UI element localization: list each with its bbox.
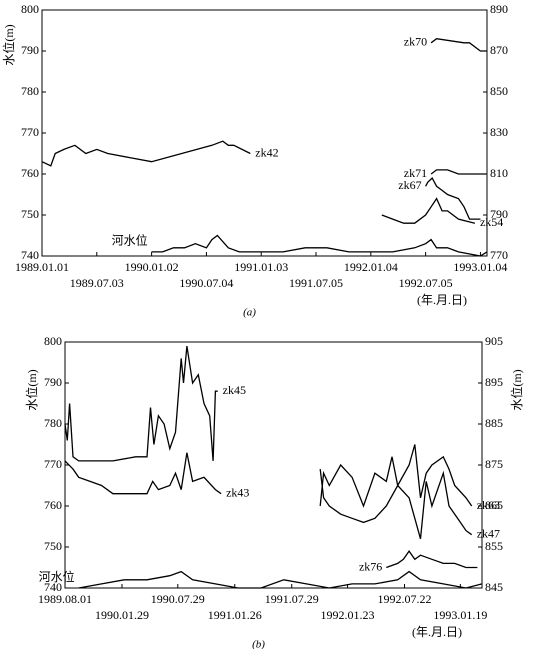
series-label: zk70 — [404, 35, 427, 49]
series-label: zk45 — [223, 383, 246, 397]
y2-tick-label: 790 — [490, 207, 508, 221]
y-tick-label: 770 — [21, 125, 39, 139]
y-tick-label: 750 — [44, 539, 62, 553]
y2-tick-label: 870 — [490, 43, 508, 57]
series-label: zk54 — [480, 215, 503, 229]
y2-tick-label: 830 — [490, 125, 508, 139]
series-label: zk47 — [477, 526, 500, 540]
series-line — [78, 570, 483, 589]
series-line — [386, 549, 478, 569]
y2-tick-label: 845 — [485, 580, 503, 594]
x-tick-label: 1990.01.29 — [95, 608, 149, 622]
y2-tick-label: 885 — [485, 416, 503, 430]
y2-tick-label: 810 — [490, 166, 508, 180]
x-tick-label: 1990.07.04 — [179, 276, 233, 290]
y-tick-label: 790 — [44, 375, 62, 389]
x-tick-label: 1992.07.05 — [399, 276, 453, 290]
series-label: zk43 — [226, 485, 249, 499]
x-tick-label: 1992.01.04 — [344, 260, 398, 274]
x-tick-label: 1993.01.19 — [433, 608, 487, 622]
series-label: 河水位 — [39, 569, 75, 584]
series-line — [430, 38, 487, 52]
y2-tick-label: 770 — [490, 248, 508, 262]
x-unit-label: (年.月.日) — [412, 625, 462, 639]
x-tick-label: 1989.07.03 — [70, 276, 124, 290]
series-line — [64, 452, 222, 495]
y-tick-label: 790 — [21, 43, 39, 57]
series-label: zk67 — [398, 178, 421, 192]
y-axis-label: 水位(m) — [1, 24, 16, 65]
series-line — [381, 197, 476, 224]
x-tick-label: 1993.01.04 — [453, 260, 507, 274]
y-tick-label: 750 — [21, 207, 39, 221]
series-line — [64, 346, 218, 462]
y2-axis-label: 水位(m) — [509, 369, 524, 410]
y-tick-label: 760 — [21, 166, 39, 180]
x-tick-label: 1992.07.22 — [378, 592, 432, 606]
series-line — [151, 234, 488, 257]
y2-tick-label: 895 — [485, 375, 503, 389]
y-tick-label: 740 — [44, 580, 62, 594]
y-tick-label: 800 — [44, 334, 62, 348]
plot-frame — [64, 341, 483, 589]
x-tick-label: 1989.01.01 — [15, 260, 69, 274]
series-label: zk71 — [404, 166, 427, 180]
x-tick-label: 1992.01.23 — [321, 608, 375, 622]
y-tick-label: 780 — [21, 84, 39, 98]
caption: (b) — [252, 639, 265, 649]
y-tick-label: 770 — [44, 457, 62, 471]
y2-tick-label: 865 — [485, 498, 503, 512]
y2-tick-label: 855 — [485, 539, 503, 553]
x-tick-label: 1991.01.03 — [234, 260, 288, 274]
series-line — [41, 140, 251, 167]
series-line — [319, 469, 473, 539]
y2-tick-label: 875 — [485, 457, 503, 471]
series-line — [425, 177, 481, 220]
y-tick-label: 780 — [44, 416, 62, 430]
y2-tick-label: 905 — [485, 334, 503, 348]
x-unit-label: (年.月.日) — [417, 293, 467, 307]
series-label: zk42 — [255, 145, 278, 159]
x-tick-label: 1990.07.29 — [151, 592, 205, 606]
x-tick-label: 1989.08.01 — [38, 592, 92, 606]
y-axis-label: 水位(m) — [24, 369, 39, 410]
y2-tick-label: 890 — [490, 2, 508, 16]
y-tick-label: 740 — [21, 248, 39, 262]
x-tick-label: 1991.07.29 — [265, 592, 319, 606]
series-label: zk76 — [359, 559, 382, 573]
y-tick-label: 800 — [21, 2, 39, 16]
x-tick-label: 1990.01.02 — [125, 260, 179, 274]
y-tick-label: 760 — [44, 498, 62, 512]
series-label: 河水位 — [112, 233, 148, 248]
x-tick-label: 1991.07.05 — [289, 276, 343, 290]
series-label: zk63 — [477, 498, 500, 512]
y2-tick-label: 850 — [490, 84, 508, 98]
series-line — [430, 169, 486, 175]
caption: (a) — [243, 307, 256, 319]
series-line — [319, 444, 473, 508]
x-tick-label: 1991.01.26 — [208, 608, 262, 622]
